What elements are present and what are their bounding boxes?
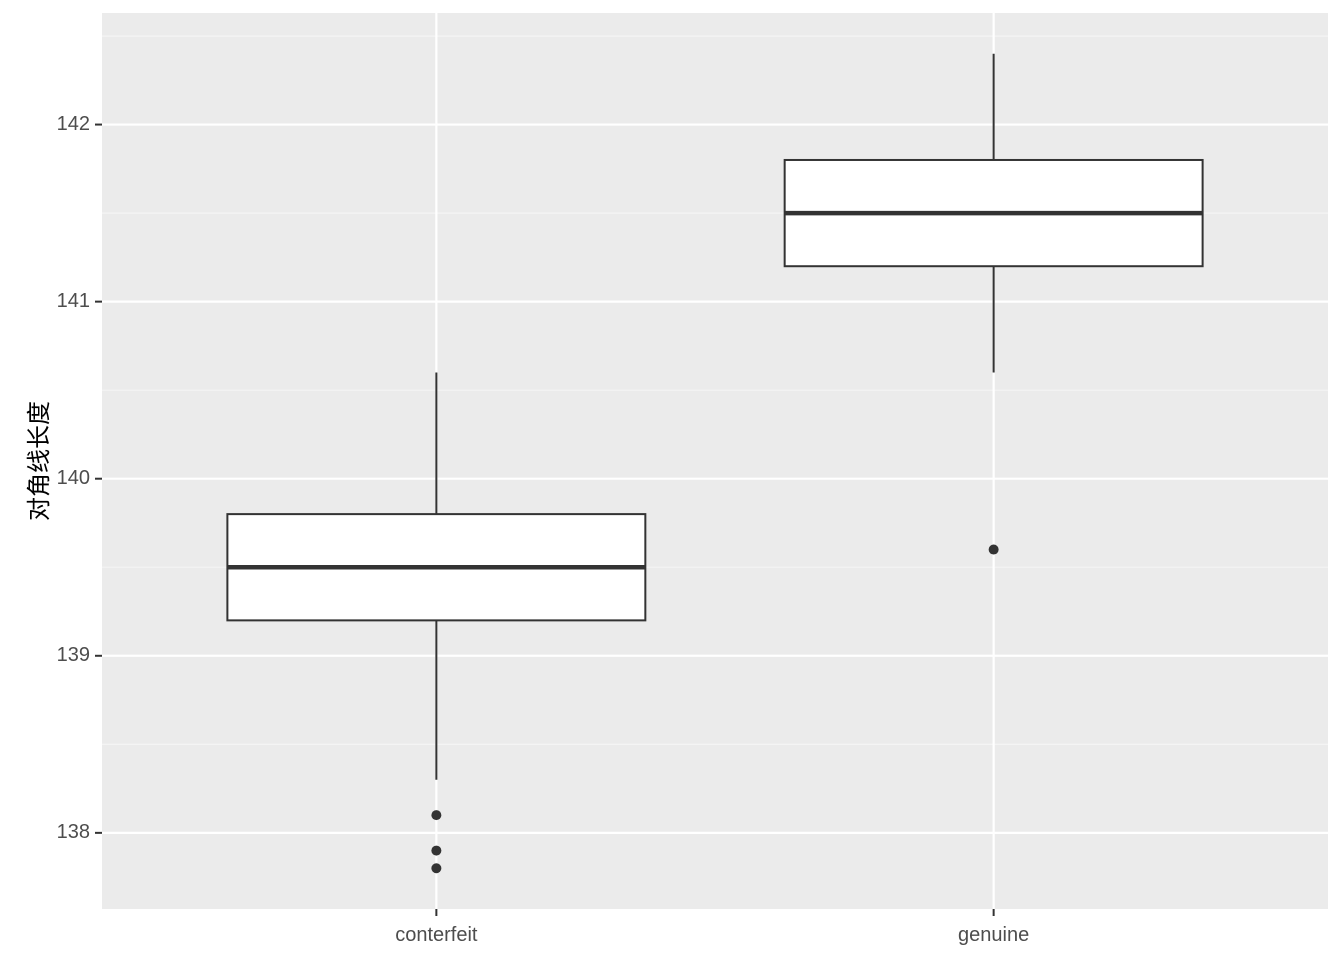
box-genuine	[783, 53, 1204, 555]
x-axis: conterfeit genuine	[395, 909, 1029, 946]
outlier-point	[988, 544, 999, 555]
y-tick-label: 139	[57, 644, 90, 666]
x-tick-label: genuine	[958, 924, 1029, 946]
outlier-point	[431, 845, 442, 856]
y-tick-label: 138	[57, 821, 90, 843]
outlier-point	[431, 863, 442, 874]
x-tick-label: conterfeit	[395, 924, 478, 946]
y-tick-label: 141	[57, 290, 90, 312]
outlier-point	[431, 810, 442, 821]
y-axis: 138 139 140 141 142	[57, 113, 102, 843]
box-series	[226, 53, 1204, 874]
box-conterfeit	[226, 372, 647, 874]
y-tick-label: 140	[57, 467, 90, 489]
y-axis-title: 对角线长度	[25, 401, 53, 521]
plot-panel	[102, 13, 1328, 909]
y-tick-label: 142	[57, 113, 90, 135]
